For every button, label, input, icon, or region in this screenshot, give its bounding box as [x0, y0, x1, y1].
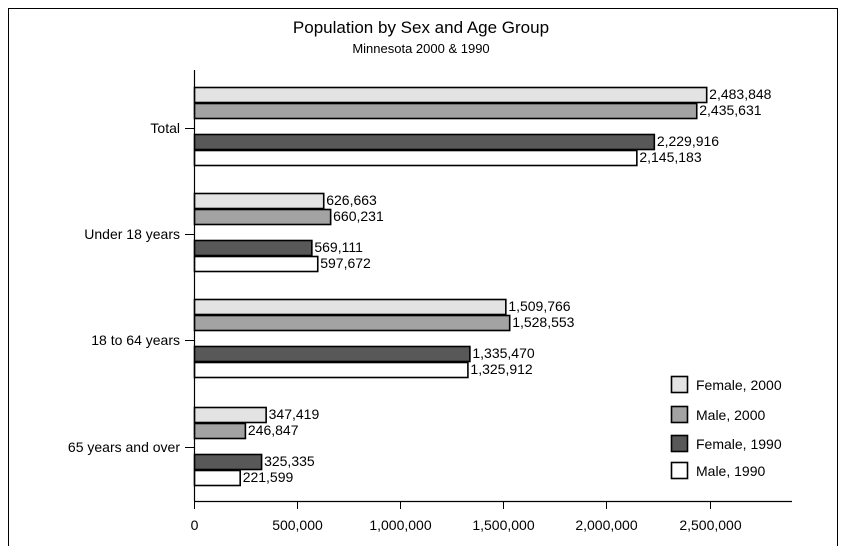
bar-female-2000-under-18-years	[193, 192, 325, 210]
chart-title: Population by Sex and Age Group	[293, 18, 549, 37]
data-label-male-1990-under-18-years: 597,672	[320, 255, 371, 271]
data-label-male-1990-18-to-64-years: 1,325,912	[470, 361, 532, 377]
legend-swatch-female-2000	[670, 375, 689, 394]
x-tick-label: 1,500,000	[472, 517, 534, 533]
bar-female-2000-18-to-64-years	[193, 298, 507, 316]
x-tick-label: 2,500,000	[679, 517, 741, 533]
bar-male-1990-total	[193, 149, 638, 167]
bar-female-2000-total	[193, 86, 708, 104]
data-label-female-2000-under-18-years: 626,663	[326, 192, 377, 208]
data-label-female-2000-18-to-64-years: 1,509,766	[508, 298, 570, 314]
legend-swatch-male-1990	[670, 461, 689, 480]
chart-subtitle: Minnesota 2000 & 1990	[352, 41, 489, 56]
data-label-male-1990-total: 2,145,183	[639, 149, 701, 165]
bars-layer	[193, 86, 708, 487]
x-tick-label: 1,000,000	[369, 517, 431, 533]
bar-male-1990-65-years-and-over	[193, 469, 241, 487]
category-label-under-18-years: Under 18 years	[84, 226, 180, 242]
bar-female-1990-65-years-and-over	[193, 453, 263, 471]
data-label-female-1990-65-years-and-over: 325,335	[264, 453, 315, 469]
data-label-female-2000-total: 2,483,848	[709, 86, 771, 102]
bar-female-1990-under-18-years	[193, 239, 313, 257]
bar-male-2000-18-to-64-years	[193, 314, 511, 332]
data-label-male-1990-65-years-and-over: 221,599	[243, 469, 294, 485]
bar-male-2000-under-18-years	[193, 208, 332, 226]
legend-label-female-1990: Female, 1990	[696, 436, 782, 452]
legend-swatch-female-1990	[670, 434, 689, 453]
data-label-male-2000-65-years-and-over: 246,847	[248, 422, 299, 438]
data-label-female-1990-total: 2,229,916	[657, 133, 719, 149]
legend-label-female-2000: Female, 2000	[696, 377, 782, 393]
legend-swatch-male-2000	[670, 405, 689, 424]
bar-female-1990-total	[193, 133, 656, 151]
bar-male-1990-18-to-64-years	[193, 361, 469, 379]
x-tick-label: 500,000	[272, 517, 323, 533]
bar-male-1990-under-18-years	[193, 255, 319, 273]
category-label-65-years-and-over: 65 years and over	[68, 439, 180, 455]
category-label-18-to-64-years: 18 to 64 years	[91, 332, 180, 348]
axes-layer: 0 500,000 1,000,000 1,500,000 2,000,000 2,500…	[68, 70, 792, 533]
legend: Female, 2000 Male, 2000 Female, 1990 Male, …	[670, 375, 782, 480]
legend-label-male-2000: Male, 2000	[696, 407, 765, 423]
bar-male-2000-65-years-and-over	[193, 422, 247, 440]
x-tick-label: 2,000,000	[575, 517, 637, 533]
data-label-female-2000-65-years-and-over: 347,419	[269, 406, 320, 422]
legend-label-male-1990: Male, 1990	[696, 463, 765, 479]
data-label-male-2000-total: 2,435,631	[699, 102, 761, 118]
category-label-total: Total	[150, 120, 180, 136]
bar-female-1990-18-to-64-years	[193, 345, 471, 363]
data-label-female-1990-18-to-64-years: 1,335,470	[472, 345, 534, 361]
data-label-male-2000-18-to-64-years: 1,528,553	[512, 314, 574, 330]
bar-female-2000-65-years-and-over	[193, 406, 267, 424]
data-label-female-1990-under-18-years: 569,111	[314, 239, 363, 255]
x-tick-label: 0	[191, 517, 199, 533]
bar-male-2000-total	[193, 102, 698, 120]
data-label-male-2000-under-18-years: 660,231	[333, 208, 384, 224]
